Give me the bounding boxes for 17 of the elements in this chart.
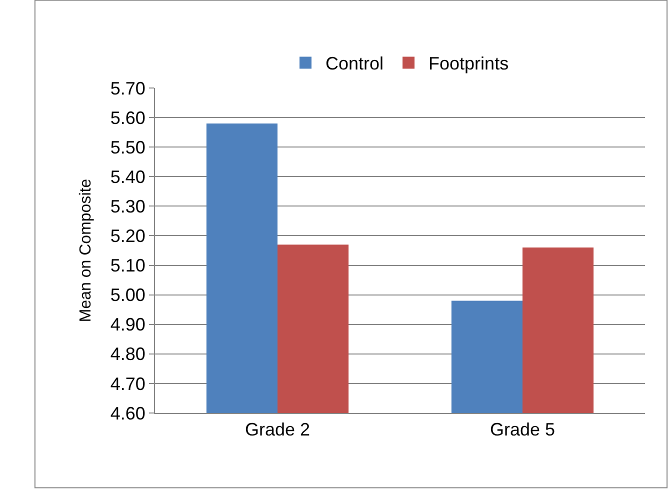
- y-tick-label: 5.30: [110, 196, 146, 216]
- y-tick-label: 5.70: [110, 78, 146, 98]
- x-tick-label: Grade 5: [490, 420, 556, 440]
- y-tick-label: 5.20: [110, 226, 146, 246]
- y-tick-label: 5.50: [110, 137, 146, 158]
- x-tick-label: Grade 2: [244, 420, 310, 440]
- y-tick-label: 5.40: [110, 166, 146, 187]
- legend-label: Control: [326, 54, 384, 74]
- y-tick-label: 4.80: [110, 344, 146, 364]
- legend-label: Footprints: [428, 54, 509, 74]
- y-tick-label: 4.60: [110, 403, 146, 424]
- y-axis-title: Mean on Composite: [77, 178, 94, 322]
- y-tick-label: 5.10: [110, 256, 146, 276]
- y-tick-label: 5.00: [110, 285, 146, 306]
- y-tick-label: 4.90: [110, 314, 146, 335]
- y-tick-label: 5.60: [110, 108, 146, 128]
- y-tick-label: 4.70: [110, 374, 146, 394]
